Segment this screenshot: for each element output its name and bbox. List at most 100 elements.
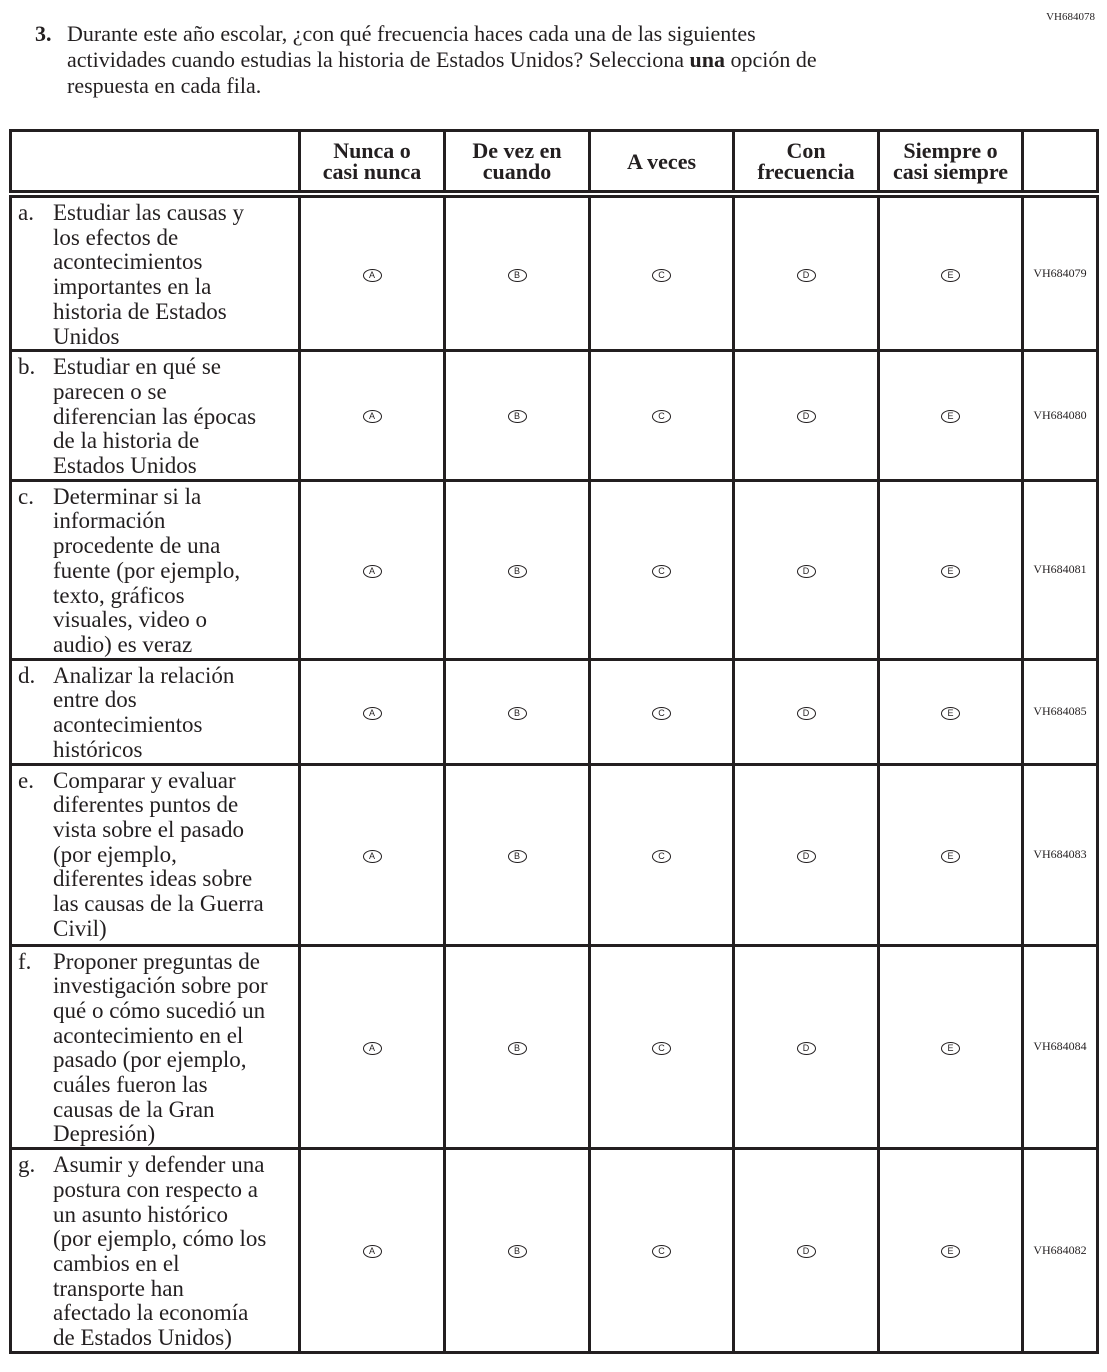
bubble-e-radio[interactable]: E (941, 268, 960, 282)
response-cell[interactable]: D (732, 349, 880, 482)
bubble-a-radio[interactable]: A (362, 1245, 382, 1259)
bubble-b-radio[interactable]: B (507, 706, 527, 720)
bubble-e-radio[interactable]: E (941, 706, 960, 720)
bubble-a-radio[interactable]: A (362, 410, 382, 424)
row-text-line: diferentes puntos de (53, 792, 239, 818)
response-cell[interactable]: B (443, 762, 591, 947)
table-row: d. Analizar la relación entre dos acontecim… (9, 657, 1099, 766)
bubble-d-radio[interactable]: D (796, 1041, 816, 1055)
response-cell[interactable]: A (298, 349, 446, 482)
response-cell[interactable]: D (732, 657, 880, 766)
bubble-a-radio[interactable]: A (362, 268, 382, 282)
row-item-code: VH684082 (1021, 1147, 1099, 1354)
row-item-code: VH684085 (1021, 657, 1099, 766)
bubble-e-radio[interactable]: E (941, 1245, 960, 1259)
response-cell[interactable]: E (877, 657, 1024, 766)
row-label: b. Estudiar en qué se parecen o se diferenc… (9, 349, 301, 482)
response-cell[interactable]: C (588, 349, 735, 482)
response-cell[interactable]: E (877, 1147, 1024, 1354)
header-blank (9, 129, 301, 198)
bubble-a-radio[interactable]: A (362, 849, 382, 863)
response-cell[interactable]: E (877, 192, 1024, 353)
response-cell[interactable]: D (732, 762, 880, 947)
response-cell[interactable]: B (443, 349, 591, 482)
bubble-d-radio[interactable]: D (796, 410, 816, 424)
bubble-c-radio[interactable]: C (652, 564, 671, 578)
bubble-b-radio[interactable]: B (507, 564, 527, 578)
bubble-e-radio[interactable]: E (941, 564, 960, 578)
response-cell[interactable]: A (298, 478, 446, 661)
response-cell[interactable]: C (588, 657, 735, 766)
response-cell[interactable]: C (588, 943, 735, 1151)
row-letter: g. (18, 1152, 36, 1178)
bubble-c-radio[interactable]: C (652, 706, 671, 720)
bubble-b-radio[interactable]: B (507, 410, 527, 424)
row-text: Estudiar las causas y los efectos de acont… (53, 200, 298, 349)
row-label: d. Analizar la relación entre dos acontecim… (9, 657, 301, 766)
bubble-c-radio[interactable]: C (652, 1245, 671, 1259)
row-text-line: importantes en la (53, 274, 212, 300)
row-text-line: Depresión) (53, 1121, 156, 1147)
table-row: b. Estudiar en qué se parecen o se diferenc… (9, 349, 1099, 482)
bubble-d-radio[interactable]: D (796, 268, 816, 282)
bubble-d-radio[interactable]: D (796, 564, 816, 578)
bubble-d-radio[interactable]: D (796, 1245, 816, 1259)
bubble-b-radio[interactable]: B (507, 849, 527, 863)
response-cell[interactable]: A (298, 192, 446, 353)
response-cell[interactable]: E (877, 349, 1024, 482)
response-cell[interactable]: B (443, 478, 591, 661)
row-text-line: acontecimientos (53, 249, 203, 275)
response-cell[interactable]: C (588, 478, 735, 661)
response-cell[interactable]: A (298, 1147, 446, 1354)
response-cell[interactable]: D (732, 1147, 880, 1354)
response-cell[interactable]: D (732, 943, 880, 1151)
response-cell[interactable]: C (588, 762, 735, 947)
response-cell[interactable]: E (877, 478, 1024, 661)
bubble-a-radio[interactable]: A (362, 564, 382, 578)
bubble-b-radio[interactable]: B (507, 268, 527, 282)
response-cell[interactable]: E (877, 762, 1024, 947)
row-label: a. Estudiar las causas y los efectos de aco… (9, 192, 301, 353)
response-cell[interactable]: B (443, 1147, 591, 1354)
response-cell[interactable]: C (588, 1147, 735, 1354)
bubble-c-radio[interactable]: C (652, 849, 671, 863)
response-cell[interactable]: B (443, 192, 591, 353)
bubble-d-radio[interactable]: D (796, 706, 816, 720)
bubble-e-radio[interactable]: E (941, 410, 960, 424)
response-cell[interactable]: E (877, 943, 1024, 1151)
bubble-c-radio[interactable]: C (652, 1041, 671, 1055)
bubble-c-radio[interactable]: C (652, 268, 671, 282)
row-text-line: causas de la Gran (53, 1096, 215, 1122)
column-header-line: Con (786, 138, 826, 163)
row-letter: a. (18, 200, 34, 225)
question-number: 3. (35, 21, 52, 46)
response-cell[interactable]: B (443, 943, 591, 1151)
bubble-a-radio[interactable]: A (362, 706, 382, 720)
response-cell[interactable]: A (298, 943, 446, 1151)
row-item-code: VH684079 (1021, 192, 1099, 353)
bubble-e-radio[interactable]: E (941, 1041, 960, 1055)
bubble-a-radio[interactable]: A (362, 1041, 382, 1055)
response-cell[interactable]: A (298, 762, 446, 947)
question-fragment: Durante este año escolar, ¿con qué frecu… (67, 21, 756, 46)
row-text-line: Estudiar las causas y (53, 200, 244, 225)
table-row: g. Asumir y defender una postura con respe… (9, 1147, 1099, 1354)
row-text-line: postura con respecto a (53, 1176, 259, 1202)
row-text: Comparar y evaluar diferentes puntos de vi… (53, 768, 298, 942)
row-text-line: (por ejemplo, (53, 841, 177, 867)
row-item-code: VH684080 (1021, 349, 1099, 482)
response-cell[interactable]: B (443, 657, 591, 766)
row-text-line: Proponer preguntas de (53, 948, 260, 974)
response-cell[interactable]: A (298, 657, 446, 766)
bubble-e-radio[interactable]: E (941, 849, 960, 863)
response-cell[interactable]: D (732, 192, 880, 353)
column-header: Con frecuencia (732, 129, 880, 198)
response-cell[interactable]: C (588, 192, 735, 353)
response-cell[interactable]: D (732, 478, 880, 661)
bubble-b-radio[interactable]: B (507, 1041, 527, 1055)
bubble-d-radio[interactable]: D (796, 849, 816, 863)
header-blank (1021, 129, 1099, 198)
bubble-b-radio[interactable]: B (507, 1245, 527, 1259)
question-line: actividades cuando estudias la historia … (67, 47, 967, 73)
bubble-c-radio[interactable]: C (652, 410, 671, 424)
